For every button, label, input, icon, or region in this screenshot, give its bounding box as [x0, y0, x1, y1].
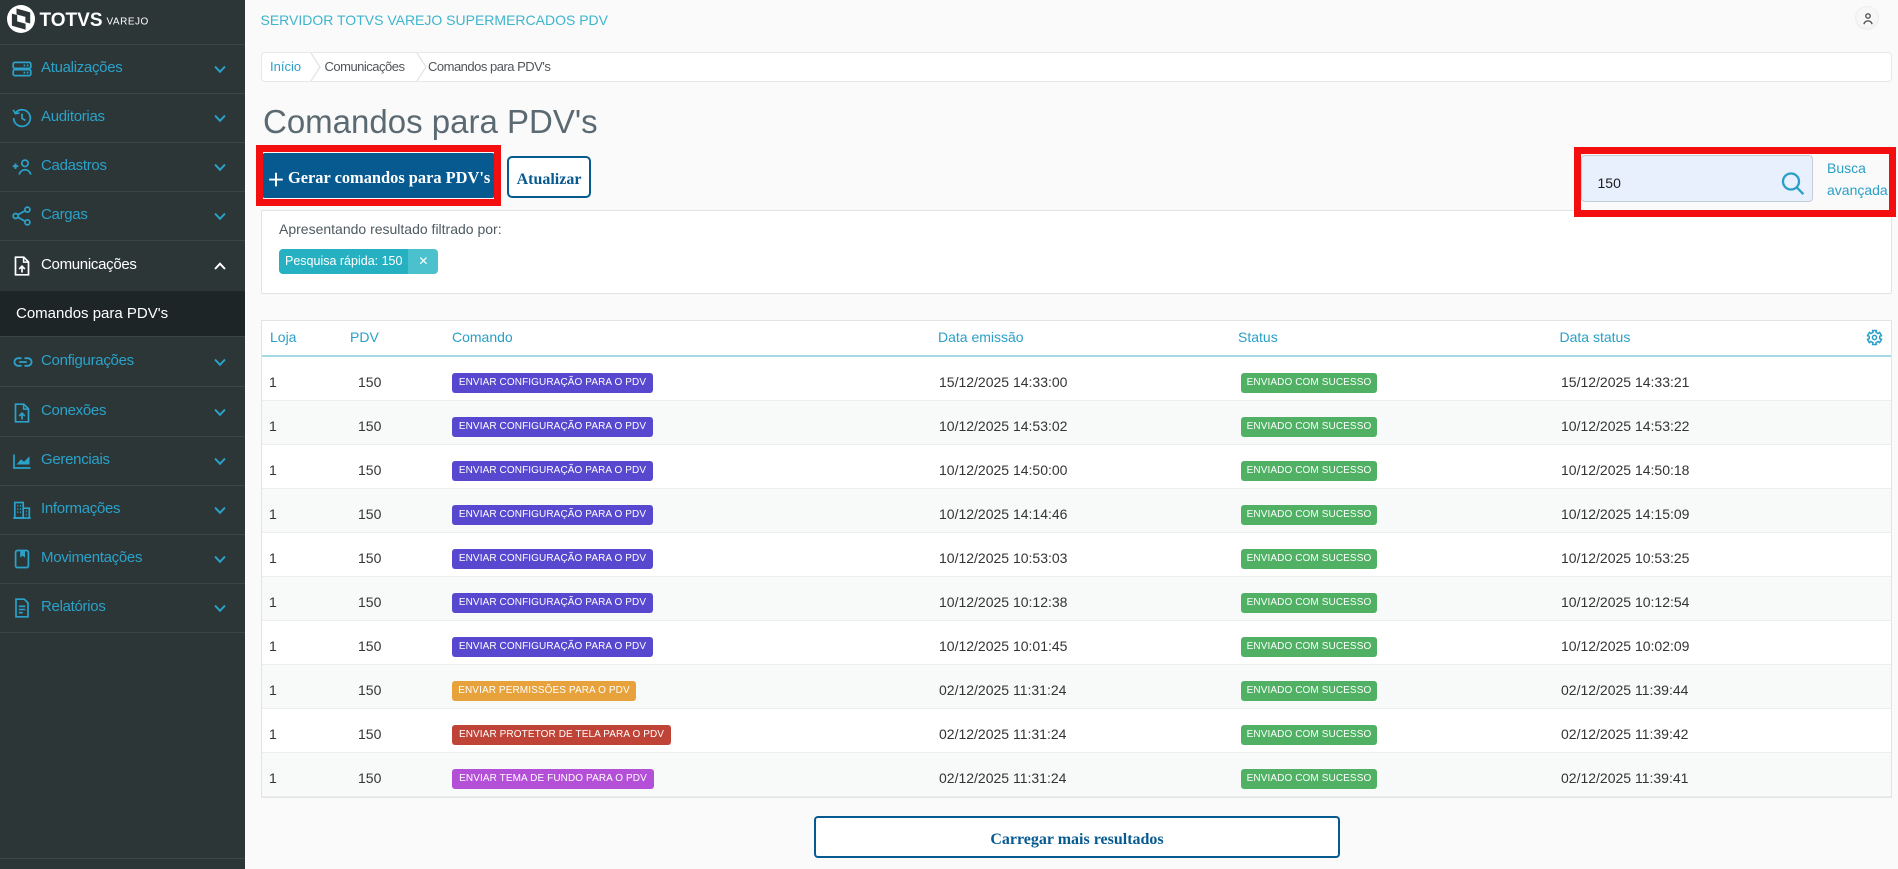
svg-text:VAREJO: VAREJO [107, 17, 149, 28]
svg-text:TOTVS: TOTVS [40, 10, 103, 31]
